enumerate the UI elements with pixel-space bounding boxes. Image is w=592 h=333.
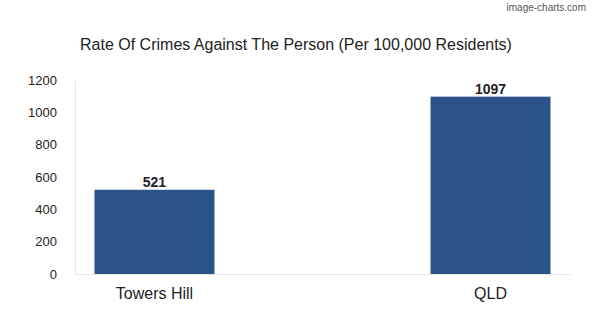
bars — [94, 97, 550, 274]
bar — [431, 97, 551, 274]
data-labels: 521 1097 — [143, 81, 507, 190]
x-axis: Towers Hill QLD — [76, 274, 571, 302]
bar — [94, 190, 214, 274]
y-tick: 800 — [35, 137, 75, 152]
x-tick-label: Towers Hill — [116, 285, 193, 302]
x-axis-line — [76, 274, 571, 275]
y-tick-label: 200 — [35, 234, 57, 249]
y-tick: 400 — [35, 202, 75, 217]
y-tick: 1000 — [28, 105, 75, 120]
y-tick-label: 1000 — [28, 105, 57, 120]
y-tick: 0 — [50, 267, 75, 282]
data-label: 1097 — [475, 81, 506, 97]
title: Rate Of Crimes Against The Person (Per 1… — [80, 36, 512, 53]
x-tick: Towers Hill — [116, 274, 193, 302]
y-tick-label: 600 — [35, 170, 57, 185]
x-tick-label: QLD — [474, 285, 507, 302]
y-axis: 0 200 400 600 800 1000 1200 — [28, 73, 75, 282]
chart: image-charts.com Rate Of Crimes Against T… — [0, 0, 592, 333]
y-tick: 1200 — [28, 73, 75, 88]
watermark: image-charts.com — [507, 2, 586, 13]
x-tick: QLD — [474, 274, 507, 302]
data-label: 521 — [143, 174, 167, 190]
y-tick: 200 — [35, 234, 75, 249]
y-tick-label: 0 — [50, 267, 57, 282]
y-axis-line — [75, 81, 76, 275]
y-tick-label: 1200 — [28, 73, 57, 88]
y-tick: 600 — [35, 170, 75, 185]
y-tick-label: 800 — [35, 137, 57, 152]
y-tick-label: 400 — [35, 202, 57, 217]
